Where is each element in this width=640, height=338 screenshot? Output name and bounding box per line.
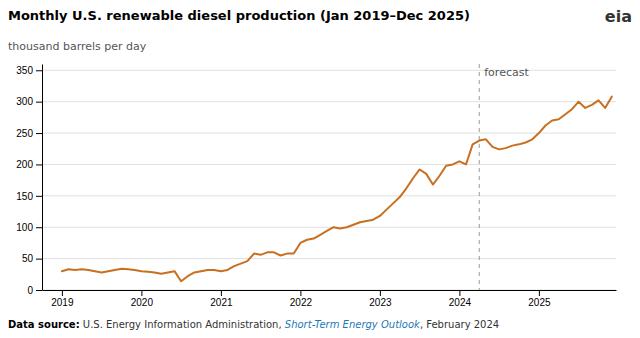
x-tick-mark (539, 290, 540, 296)
grid-line (42, 195, 616, 196)
title: Monthly U.S. renewable diesel production… (8, 8, 470, 23)
chart-svg: Monthly U.S. renewable diesel production… (0, 0, 640, 338)
y-tick-mark (36, 70, 42, 71)
y-tick: 300 (16, 96, 42, 107)
subtitle: thousand barrels per day (8, 40, 147, 53)
grid-line (42, 227, 616, 228)
x-tick: 2020 (131, 290, 154, 308)
grid-line (42, 290, 616, 291)
x-tick-mark (221, 290, 222, 296)
y-tick-label: 200 (16, 159, 33, 170)
x-tick-mark (300, 290, 301, 296)
y-tick-mark (36, 259, 42, 260)
source-part: Data source: (8, 319, 80, 330)
grid-line (42, 70, 616, 71)
grid (42, 70, 616, 290)
y-axis-line (42, 65, 43, 291)
y-tick: 50 (22, 253, 42, 264)
forecast-line (479, 64, 480, 290)
x-tick-label: 2025 (528, 297, 551, 308)
source-part: Short-Term Energy Outlook (285, 319, 421, 330)
y-tick-label: 300 (16, 96, 33, 107)
x-tick: 2023 (369, 290, 392, 308)
y-tick-mark (36, 227, 42, 228)
x-tick: 2022 (290, 290, 313, 308)
grid-line (42, 258, 616, 259)
y-tick-label: 250 (16, 128, 33, 139)
y-tick-label: 50 (22, 253, 34, 264)
x-tick: 2019 (51, 290, 74, 308)
y-tick: 250 (16, 128, 42, 139)
marks (62, 64, 612, 290)
y-tick: 350 (16, 65, 42, 76)
y-tick-label: 100 (16, 222, 33, 233)
data-line (62, 97, 612, 282)
grid-line (42, 133, 616, 134)
x-tick-mark (141, 290, 142, 296)
x-tick-label: 2020 (131, 297, 154, 308)
x-tick-label: 2019 (51, 297, 74, 308)
source-part: , February 2024 (420, 319, 499, 330)
y-tick-mark (36, 133, 42, 134)
x-tick-label: 2022 (290, 297, 313, 308)
x-tick-label: 2024 (449, 297, 472, 308)
forecast-label: forecast (484, 66, 529, 79)
grid-line (42, 164, 616, 165)
y-tick: 100 (16, 222, 42, 233)
x-tick-mark (459, 290, 460, 296)
y-tick-mark (36, 290, 42, 291)
x-axis: 2019 2020 2021 2022 2023 2024 2025 (43, 290, 617, 308)
source: Data source: U.S. Energy Information Adm… (8, 319, 499, 330)
y-axis: 0 50 100 150 200 250 300 350 (16, 65, 42, 296)
x-tick-mark (62, 290, 63, 296)
y-tick-mark (36, 102, 42, 103)
source-part: U.S. Energy Information Administration, (80, 319, 285, 330)
y-tick-label: 150 (16, 191, 33, 202)
x-tick-label: 2021 (210, 297, 233, 308)
y-tick-mark (36, 196, 42, 197)
x-axis-line (43, 290, 617, 291)
x-tick-label: 2023 (369, 297, 392, 308)
plot: 0 50 100 150 200 250 300 350 2019 2020 2021 2022 202… (16, 64, 616, 308)
grid-line (42, 101, 616, 102)
y-tick: 200 (16, 159, 42, 170)
y-tick-label: 0 (27, 285, 33, 296)
x-tick: 2025 (528, 290, 551, 308)
y-tick: 0 (27, 285, 42, 296)
x-tick: 2021 (210, 290, 233, 308)
x-tick: 2024 (449, 290, 472, 308)
logo: eia (605, 7, 632, 26)
y-tick-label: 350 (16, 65, 33, 76)
y-tick-mark (36, 164, 42, 165)
y-tick: 150 (16, 191, 42, 202)
x-tick-mark (380, 290, 381, 296)
